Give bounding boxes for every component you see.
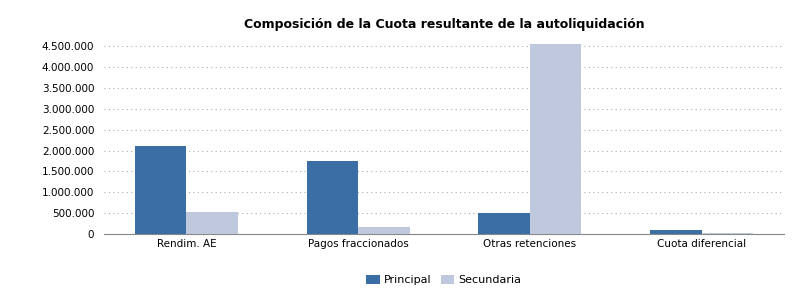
Bar (135, 146, 186, 234)
Bar (358, 227, 410, 234)
Bar (478, 213, 530, 234)
Title: Composición de la Cuota resultante de la autoliquidación: Composición de la Cuota resultante de la… (244, 18, 644, 31)
Bar (702, 233, 753, 234)
Bar (306, 161, 358, 234)
Bar (650, 230, 702, 234)
Bar (186, 212, 238, 234)
Legend: Principal, Secundaria: Principal, Secundaria (366, 275, 522, 285)
Bar (530, 44, 582, 234)
